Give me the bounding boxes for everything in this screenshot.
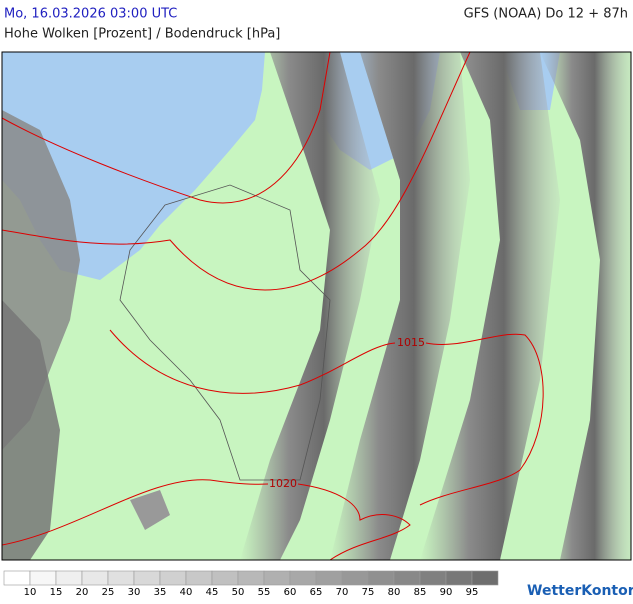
legend-swatch <box>289 570 317 586</box>
cloud-patch <box>130 490 170 530</box>
map-frame <box>1 51 632 561</box>
legend-swatch <box>159 570 187 586</box>
legend-swatch <box>471 570 499 586</box>
legend-label: 35 <box>154 587 167 598</box>
isobar-label: 1015 <box>397 336 425 349</box>
isobar <box>2 52 471 291</box>
legend-swatch <box>29 570 57 586</box>
isobar-label: 1020 <box>269 477 297 490</box>
map: 1015 1020 <box>2 52 631 560</box>
legend-swatch <box>55 570 83 586</box>
legend-swatch <box>133 570 161 586</box>
legend-swatch <box>237 570 265 586</box>
legend-label: 85 <box>414 587 427 598</box>
isobar <box>2 479 411 560</box>
legend-label: 90 <box>440 587 453 598</box>
country-border <box>119 184 331 481</box>
legend-label: 55 <box>258 587 271 598</box>
legend-swatch <box>393 570 421 586</box>
legend-label: 75 <box>362 587 375 598</box>
legend-label: 65 <box>310 587 323 598</box>
legend-swatch <box>341 570 369 586</box>
legend-swatch <box>445 570 473 586</box>
cloud-band <box>540 52 631 560</box>
legend-label: 45 <box>206 587 219 598</box>
legend-label: 30 <box>128 587 141 598</box>
legend-swatch <box>315 570 343 586</box>
legend-label: 40 <box>180 587 193 598</box>
legend-label: 95 <box>466 587 479 598</box>
legend-swatch <box>419 570 447 586</box>
legend-label: 70 <box>336 587 349 598</box>
parameter: Hohe Wolken [Prozent] / Bodendruck [hPa] <box>4 27 280 42</box>
legend-swatch <box>367 570 395 586</box>
legend-label: 10 <box>24 587 37 598</box>
legend-swatch <box>107 570 135 586</box>
logo: WetterKontor <box>527 583 633 599</box>
legend-label: 20 <box>76 587 89 598</box>
datetime: Mo, 16.03.2026 03:00 UTC <box>4 7 177 22</box>
model-run: GFS (NOAA) Do 12 + 87h <box>464 7 628 22</box>
legend-swatch <box>185 570 213 586</box>
legend-swatch <box>211 570 239 586</box>
legend-label: 25 <box>102 587 115 598</box>
legend-label: 15 <box>50 587 63 598</box>
legend: 10 15 20 25 30 35 40 45 50 55 60 65 70 75 80 85 90 95 <box>3 570 499 598</box>
cloud-band-west-south <box>2 300 60 560</box>
cloud-band <box>420 52 560 560</box>
legend-swatch <box>3 570 31 586</box>
cloud-band <box>330 52 470 560</box>
legend-label: 60 <box>284 587 297 598</box>
legend-swatch <box>81 570 109 586</box>
isobar <box>109 329 544 506</box>
cloud-band <box>240 52 380 560</box>
legend-swatch <box>263 570 291 586</box>
legend-label: 50 <box>232 587 245 598</box>
legend-label: 80 <box>388 587 401 598</box>
isobar <box>2 52 331 204</box>
